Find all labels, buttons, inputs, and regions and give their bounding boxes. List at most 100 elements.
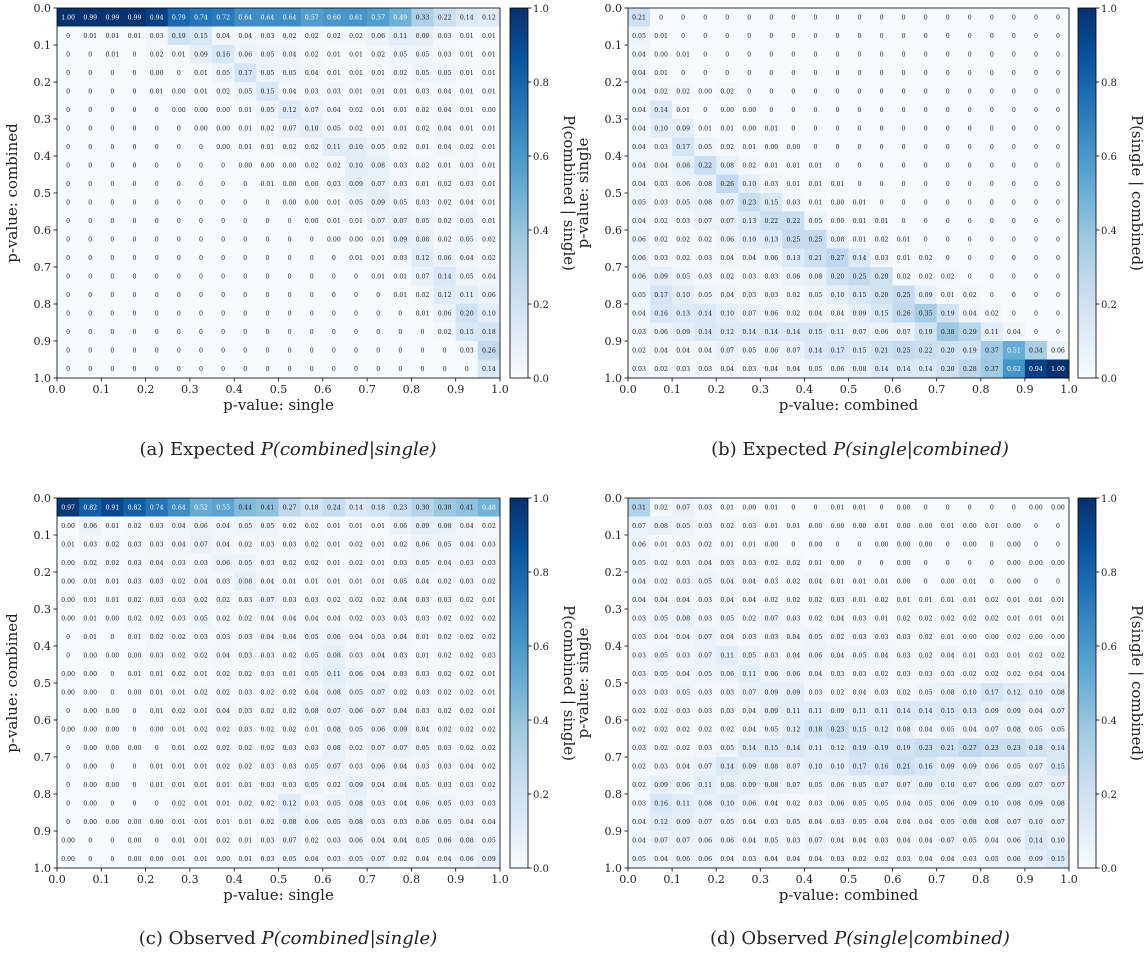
cell-value-label: 0 — [659, 14, 663, 21]
cell-value-label: 0.03 — [128, 560, 142, 567]
cell-value-label: 0.22 — [786, 218, 800, 225]
heatmap-cell — [1046, 322, 1070, 342]
heatmap-cell — [234, 359, 257, 379]
cell-value-label: 0.03 — [238, 597, 252, 604]
colorbar-tick-label: 1.0 — [1101, 494, 1117, 505]
cell-value-label: 0 — [221, 236, 225, 243]
cell-value-label: 0.01 — [831, 504, 845, 511]
heatmap-cell — [57, 646, 80, 665]
heatmap-cell — [79, 82, 102, 101]
cell-value-label: 0 — [177, 310, 181, 317]
heatmap-cell — [694, 831, 717, 850]
cell-value-label: 0.00 — [742, 504, 756, 511]
heatmap-cell — [892, 156, 916, 175]
cell-value-label: 0.01 — [698, 125, 712, 132]
heatmap-cell — [738, 720, 761, 739]
heatmap-cell — [145, 137, 169, 157]
cell-value-label: 0.02 — [963, 671, 977, 678]
cell-value-label: 0.02 — [897, 273, 911, 280]
heatmap-cell — [914, 720, 938, 739]
cell-value-label: 0.01 — [172, 51, 186, 58]
colorbar-tick-label: 0.0 — [533, 864, 549, 875]
heatmap-cell — [650, 849, 673, 869]
x-tick-label: 0.7 — [358, 873, 376, 886]
heatmap-cell — [367, 322, 390, 342]
cell-value-label: 0.03 — [150, 597, 164, 604]
heatmap-cell — [980, 572, 1004, 591]
heatmap-cell — [411, 572, 434, 591]
cell-value-label: 0.05 — [809, 292, 823, 299]
heatmap-cell — [455, 230, 479, 249]
heatmap-cell — [234, 82, 257, 101]
heatmap-cell — [892, 516, 916, 536]
cell-value-label: 0 — [1034, 255, 1038, 262]
cell-value-label: 0 — [465, 366, 469, 373]
cell-value-label: 0.04 — [720, 856, 734, 863]
heatmap-cell — [101, 248, 124, 268]
cell-value-label: 0.01 — [482, 33, 496, 40]
x-tick-label: 0.6 — [884, 873, 902, 886]
cell-value-label: 0.01 — [371, 273, 385, 280]
heatmap-cell — [1024, 812, 1048, 832]
cell-value-label: 0 — [880, 144, 884, 151]
cell-value-label: 0.02 — [216, 597, 230, 604]
heatmap-cell — [189, 63, 213, 83]
heatmap-cell — [936, 812, 960, 832]
heatmap-cell — [892, 738, 916, 758]
cell-value-label: 0.10 — [941, 782, 955, 789]
cell-value-label: 0.03 — [261, 652, 275, 659]
cell-value-label: 0.41 — [460, 504, 474, 511]
cell-value-label: 0.05 — [676, 689, 690, 696]
x-tick-label: 0.0 — [619, 383, 637, 396]
heatmap-cell — [300, 738, 324, 758]
cell-value-label: 0.02 — [216, 837, 230, 844]
heatmap-cell — [433, 285, 457, 305]
heatmap-cell — [628, 119, 651, 138]
cell-value-label: 0.14 — [853, 255, 867, 262]
heatmap-cell — [256, 82, 279, 101]
heatmap-cell — [389, 609, 412, 628]
heatmap-cell — [145, 63, 169, 83]
cell-value-label: 0.44 — [238, 504, 252, 511]
colorbar: 0.00.20.40.60.81.0P(single | combined) — [1077, 494, 1146, 875]
heatmap-cell — [300, 775, 324, 795]
cell-value-label: 0.12 — [283, 800, 297, 807]
caption-prefix: (c) Observed — [139, 928, 262, 949]
heatmap-cell — [101, 812, 124, 832]
heatmap-cell — [1002, 8, 1026, 27]
cell-value-label: 0.02 — [438, 199, 452, 206]
cell-value-label: 0.02 — [654, 560, 668, 567]
cell-value-label: 0.04 — [172, 523, 186, 530]
heatmap-cell — [189, 248, 213, 268]
cell-value-label: 0.01 — [654, 33, 668, 40]
cell-value-label: 0.00 — [105, 745, 119, 752]
x-tick-label: 0.6 — [314, 873, 332, 886]
heatmap-cell — [980, 590, 1004, 610]
cell-value-label: 0.03 — [764, 292, 778, 299]
cell-value-label: 0 — [133, 125, 137, 132]
heatmap-cell — [848, 359, 871, 379]
heatmap-cell — [455, 775, 479, 795]
cell-value-label: 0.01 — [460, 125, 474, 132]
cell-value-label: 0 — [1056, 541, 1060, 548]
cell-value-label: 0.17 — [831, 347, 845, 354]
heatmap-cell — [804, 8, 827, 27]
heatmap-cell — [870, 609, 893, 628]
cell-value-label: 0.07 — [853, 329, 867, 336]
cell-value-label: 0.02 — [654, 88, 668, 95]
caption-math: P(single|combined) — [832, 439, 1009, 460]
heatmap-cell — [167, 627, 191, 647]
x-tick-label: 0.1 — [93, 873, 111, 886]
heatmap-cell — [344, 757, 368, 776]
cell-value-label: 0.01 — [853, 578, 867, 585]
cell-value-label: 0.20 — [875, 273, 889, 280]
cell-value-label: 0.02 — [482, 763, 496, 770]
cell-value-label: 0.10 — [742, 181, 756, 188]
cell-value-label: 0.19 — [941, 310, 955, 317]
cell-value-label: 0.05 — [1029, 726, 1043, 733]
heatmap-cell — [212, 627, 235, 647]
cell-value-label: 0.01 — [941, 597, 955, 604]
heatmap-cell — [760, 535, 783, 554]
cell-value-label: 0.08 — [831, 236, 845, 243]
cell-value-label: 0.02 — [216, 745, 230, 752]
